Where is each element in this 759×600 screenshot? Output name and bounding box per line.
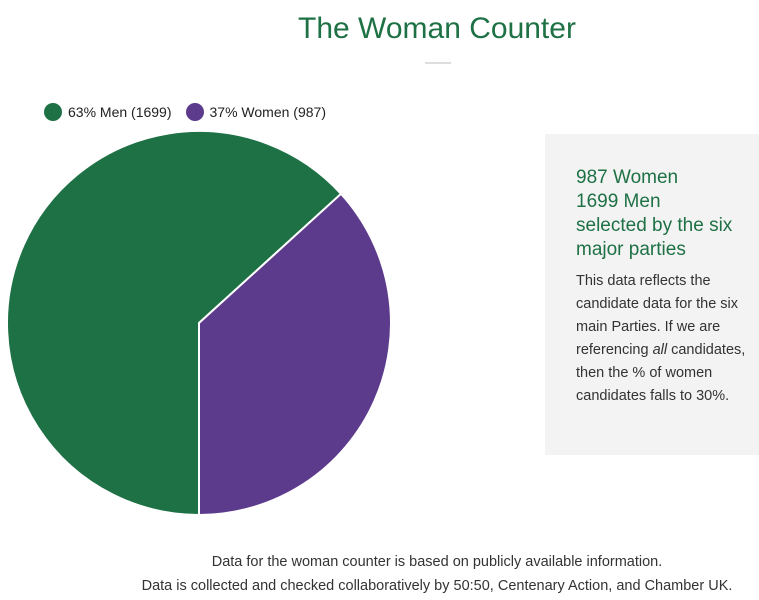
info-heading-line: selected by the six xyxy=(576,215,733,236)
info-body-text-end: candidates, then the % of women candidat… xyxy=(576,342,746,404)
legend-swatch-men xyxy=(44,103,62,121)
footer-line-2: Data is collected and checked collaborat… xyxy=(141,578,733,594)
info-panel: 987 Women 1699 Men selected by the six m… xyxy=(545,134,759,455)
info-heading-line: major parties xyxy=(576,239,686,260)
legend-swatch-women xyxy=(185,103,204,121)
pie-slice-women[interactable] xyxy=(198,192,392,517)
legend-item-women[interactable]: 37% Women (987) xyxy=(185,103,326,121)
footer-note: Data for the woman counter is based on p… xyxy=(115,550,759,598)
info-heading-line: 1699 Men xyxy=(576,191,661,212)
info-body-text: This data reflects the candidate data fo… xyxy=(576,273,739,358)
footer-line-1: Data for the woman counter is based on p… xyxy=(211,554,663,570)
legend-label-women: 37% Women (987) xyxy=(209,104,326,120)
page-title: The Woman Counter xyxy=(298,12,576,45)
legend-label-men: 63% Men (1699) xyxy=(68,104,172,120)
info-heading: 987 Women 1699 Men selected by the six m… xyxy=(576,166,749,262)
chart-legend: 63% Men (1699) 37% Women (987) xyxy=(44,103,340,121)
info-body: This data reflects the candidate data fo… xyxy=(576,270,749,408)
pie-slice-men[interactable] xyxy=(6,130,343,517)
info-body-emphasis: all xyxy=(652,342,668,358)
info-heading-line: 987 Women xyxy=(576,167,679,188)
legend-item-men[interactable]: 63% Men (1699) xyxy=(44,103,172,121)
title-divider xyxy=(425,62,451,64)
pie-chart xyxy=(6,130,392,517)
